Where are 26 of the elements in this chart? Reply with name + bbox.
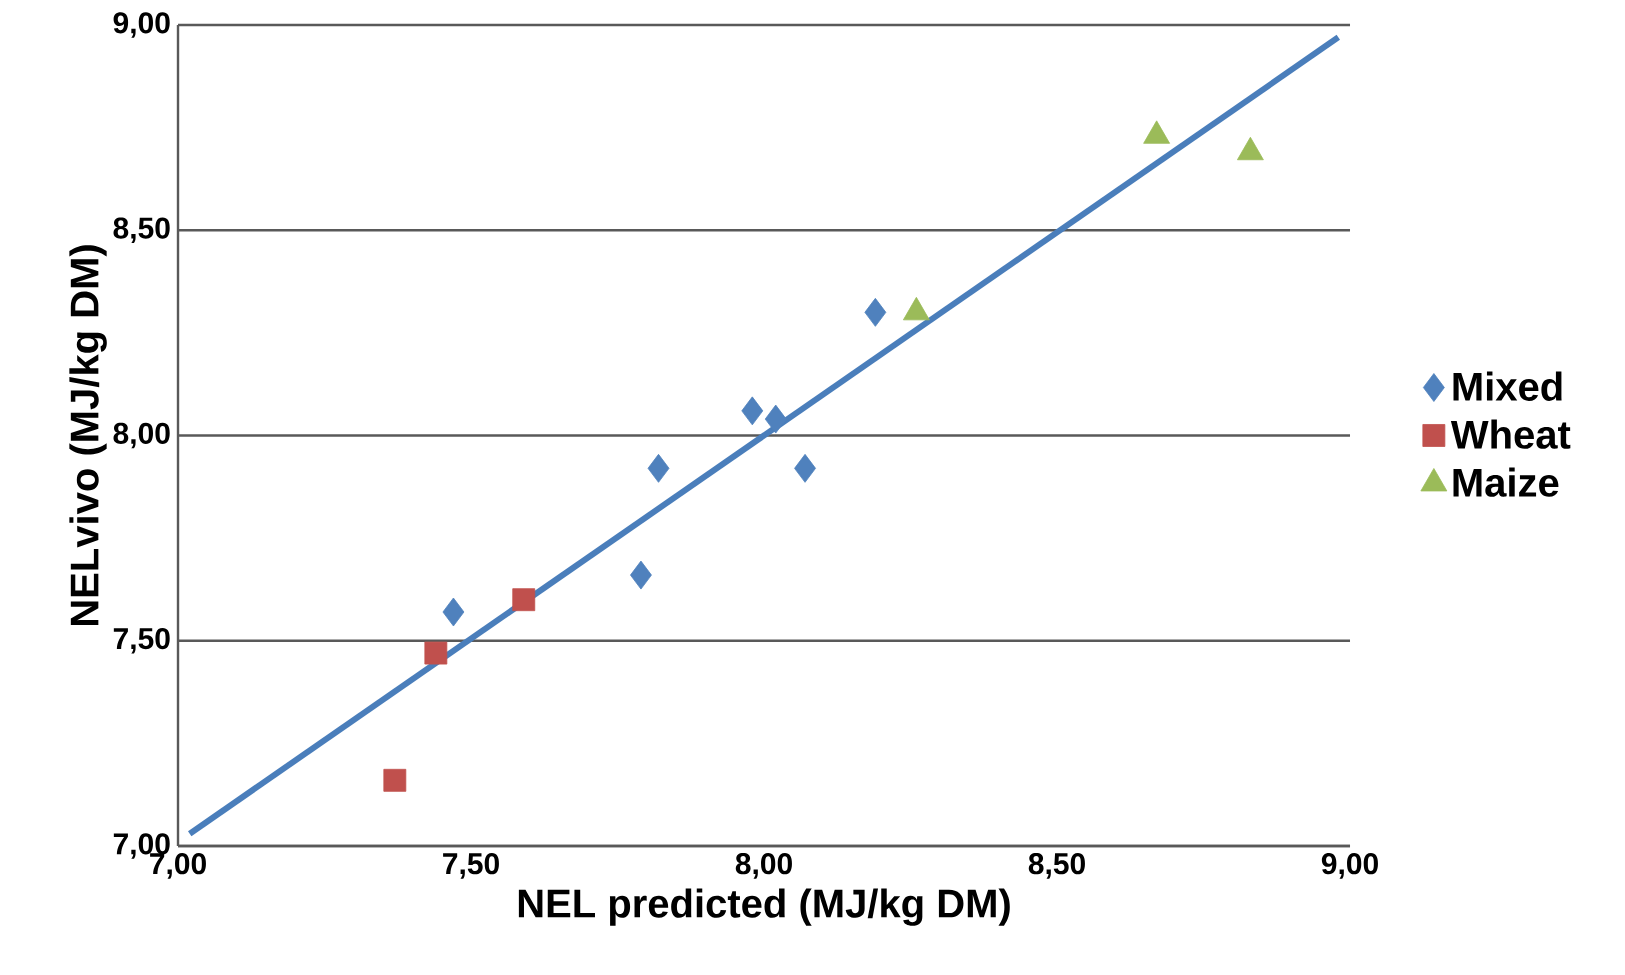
point [902,296,930,321]
point [764,404,787,434]
point [383,768,407,792]
point [794,453,816,483]
x-tick-label: 7,50 [443,853,499,879]
x-tick-label: 8,50 [1028,853,1085,879]
x-axis-title: NEL predicted (MJ/kg DM) [518,888,1010,926]
point [512,588,536,612]
y-axis-title: NELvivo (MJ/kg DM) [69,245,107,626]
legend-label: Maize [1453,467,1559,497]
point [1237,136,1264,161]
point [630,560,652,590]
y-tick-label: 7,50 [113,627,170,654]
y-tick-label: 8,00 [113,422,170,449]
legend-label: Mixed [1453,371,1562,401]
y-tick-label: 8,50 [113,217,170,244]
x-tick-label: 9,00 [1321,853,1378,879]
y-tick-label: 9,00 [113,12,170,38]
point [647,453,670,483]
legend-label: Wheat [1450,419,1571,449]
x-tick-label: 8,00 [735,853,792,879]
point [424,641,448,665]
point [864,297,887,327]
point [1143,120,1171,144]
point [442,597,465,627]
point [741,396,764,426]
